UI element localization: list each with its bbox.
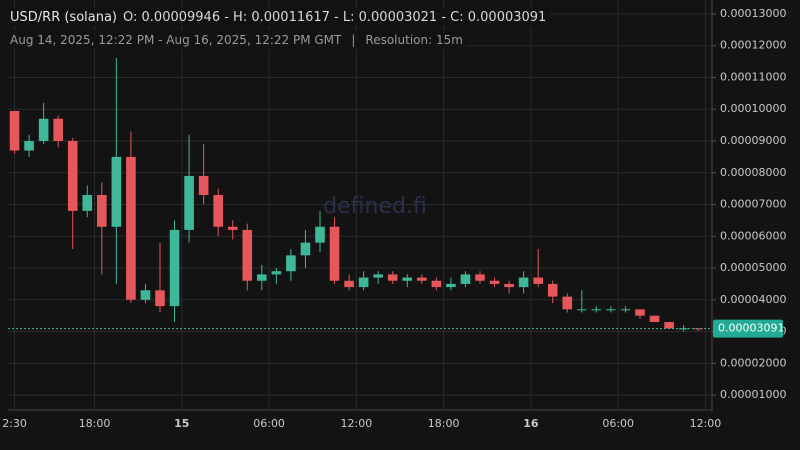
candle-body — [271, 271, 282, 275]
x-tick-label: 15 — [174, 417, 189, 430]
candle-body — [227, 226, 238, 230]
ohlc: O: 0.00009946 - H: 0.00011617 - L: 0.000… — [123, 10, 547, 25]
candle-body — [358, 277, 369, 288]
candle-body — [300, 242, 311, 256]
x-tick-label: 06:00 — [253, 417, 285, 430]
candle-body — [198, 175, 209, 195]
candle-body — [664, 322, 674, 329]
candle-body — [344, 280, 354, 288]
candle-body — [126, 156, 136, 300]
y-tick-label: 0.00005000 — [720, 261, 786, 274]
candle-body — [678, 328, 689, 330]
resolution: Resolution: 15m — [365, 33, 463, 47]
candle-body — [82, 194, 93, 211]
candle-body — [9, 110, 20, 151]
y-tick-label: 0.00011000 — [720, 70, 786, 83]
x-tick-label: 2:30 — [2, 417, 27, 430]
x-tick-label: 12:00 — [341, 417, 373, 430]
candle-body — [38, 118, 49, 142]
candle-body — [489, 280, 500, 284]
candle-body — [460, 274, 471, 284]
candle-body — [169, 229, 180, 307]
candle-body — [635, 309, 645, 316]
y-tick-label: 0.00002000 — [720, 356, 786, 369]
candle-body — [53, 118, 63, 142]
candle-body — [387, 274, 398, 281]
candle-body — [693, 328, 703, 330]
candle-body — [504, 283, 514, 288]
y-tick-label: 0.00010000 — [720, 102, 786, 115]
last-price-box — [713, 319, 783, 338]
candle-body — [562, 296, 573, 310]
candle-body — [591, 309, 602, 311]
candle-body — [24, 141, 34, 151]
candle-body — [649, 315, 660, 323]
y-tick-label: 0.00008000 — [720, 166, 786, 179]
candle-body — [446, 283, 456, 288]
candle-body — [547, 283, 558, 297]
candle-body — [373, 274, 383, 278]
x-tick-label: 06:00 — [602, 417, 634, 430]
watermark: defined.fi — [323, 194, 427, 219]
y-tick-label: 0.00007000 — [720, 198, 786, 211]
x-tick-label: 12:00 — [690, 417, 722, 430]
symbol: USD/RR (solana) — [10, 10, 118, 25]
subheader: Aug 14, 2025, 12:22 PM - Aug 16, 2025, 1… — [6, 31, 467, 49]
date-range: Aug 14, 2025, 12:22 PM - Aug 16, 2025, 1… — [10, 33, 342, 47]
candle-body — [402, 277, 413, 281]
candle-body — [329, 226, 340, 281]
candle-body — [577, 309, 587, 311]
y-tick-label: 0.00013000 — [720, 7, 786, 20]
candle-body — [315, 226, 325, 243]
y-tick-label: 0.00006000 — [720, 229, 786, 242]
candle-body — [518, 277, 529, 288]
y-tick-label: 0.00009000 — [720, 134, 786, 147]
candle-body — [155, 290, 165, 307]
x-tick-label: 18:00 — [428, 417, 460, 430]
candle-body — [111, 156, 122, 227]
candle-body — [184, 175, 194, 230]
last-price-label: 0.00003091 — [718, 322, 784, 335]
y-tick-label: 0.00004000 — [720, 293, 786, 306]
candle-body — [257, 274, 267, 281]
candle-body — [242, 229, 253, 281]
candle-body — [475, 274, 485, 281]
header: USD/RR (solana) O: 0.00009946 - H: 0.0001… — [6, 8, 551, 27]
x-tick-label: 16 — [523, 417, 539, 430]
candle-body — [97, 194, 107, 227]
candle-body — [67, 141, 78, 211]
candle-body — [431, 280, 442, 288]
y-tick-label: 0.00012000 — [720, 39, 786, 52]
candle-body — [286, 255, 296, 272]
candle-body — [213, 194, 223, 227]
candle-body — [140, 290, 151, 300]
x-tick-label: 18:00 — [79, 417, 111, 430]
y-tick-label: 0.00001000 — [720, 388, 786, 401]
separator: | — [351, 33, 356, 47]
candle-body — [606, 309, 616, 311]
candle-body — [533, 277, 543, 284]
candle-body — [417, 277, 427, 281]
candle-body — [620, 309, 631, 311]
